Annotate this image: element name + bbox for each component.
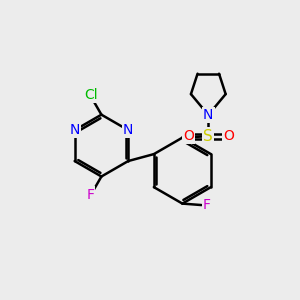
Text: S: S — [203, 129, 213, 144]
Text: N: N — [123, 123, 134, 137]
Text: F: F — [86, 188, 94, 202]
Text: N: N — [203, 108, 214, 122]
Text: F: F — [203, 198, 211, 212]
Text: Cl: Cl — [84, 88, 98, 102]
Text: N: N — [70, 123, 80, 137]
Text: O: O — [223, 129, 234, 143]
Text: O: O — [183, 129, 194, 143]
